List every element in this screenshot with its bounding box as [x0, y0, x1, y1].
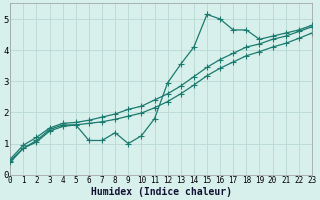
X-axis label: Humidex (Indice chaleur): Humidex (Indice chaleur) [91, 186, 232, 197]
